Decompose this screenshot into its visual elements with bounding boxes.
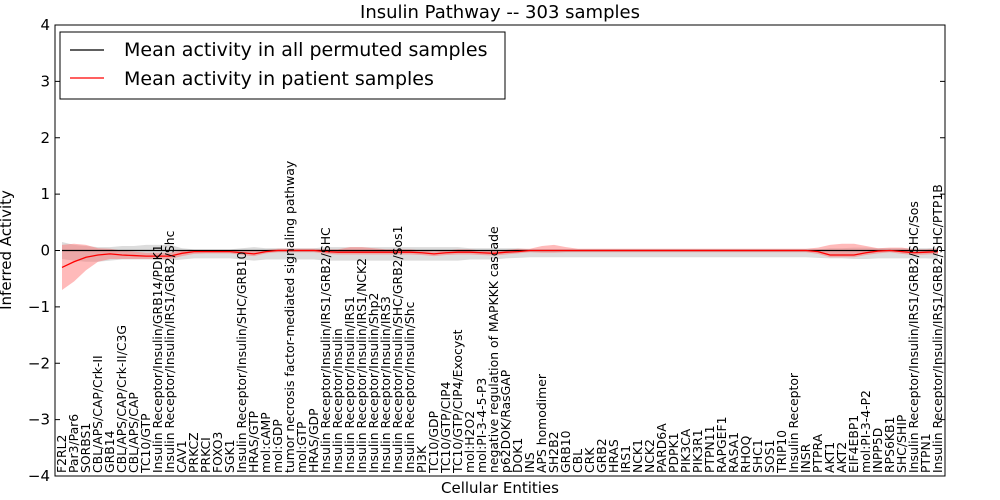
x-axis-category-labels: F2RL2Par3/Par6SORBS1CBL/APS/CAP/Crk-IIGR… xyxy=(54,161,945,474)
y-axis: −4 −3 −2 −1 0 1 2 3 4 xyxy=(28,16,945,485)
x-category-label: Insulin Receptor/Insulin/IRS1/NCK2 xyxy=(354,258,369,473)
chart-title: Insulin Pathway -- 303 samples xyxy=(360,2,640,23)
y-tick-label: 0 xyxy=(40,242,50,260)
x-category-label: DOK1 xyxy=(510,438,525,473)
x-category-label: TC10/GDP xyxy=(426,410,441,474)
x-category-label: CBL/APS/CAP/Crk-II/C3G xyxy=(114,325,129,473)
y-tick-label: 1 xyxy=(40,185,50,203)
x-category-label: SHC1 xyxy=(750,439,765,473)
x-category-label: Insulin Receptor/Insulin/SHC/GRB2/Sos1 xyxy=(390,226,405,473)
x-category-label: PTPRA xyxy=(810,433,825,473)
x-category-label: INS xyxy=(522,452,537,473)
x-category-label: RAPGEF1 xyxy=(714,417,729,474)
x-category-label: TC10/GTP/CIP4 xyxy=(438,381,453,474)
x-category-label: INPP5D xyxy=(870,428,885,473)
x-category-label: PRKCZ xyxy=(186,432,201,473)
x-category-label: RPS6KB1 xyxy=(882,417,897,473)
y-tick-label: −4 xyxy=(28,467,50,485)
x-category-label: FOXO3 xyxy=(210,432,225,473)
y-tick-label: −2 xyxy=(28,354,50,372)
x-category-label: GRB10 xyxy=(558,430,573,473)
x-category-label: RHOQ xyxy=(738,435,753,473)
x-category-label: PTPN1 xyxy=(918,433,933,473)
x-category-label: Insulin Receptor/Insulin/IRS1/GRB2/SHC/P… xyxy=(930,184,945,473)
x-category-label: TC10/GTP xyxy=(138,413,153,474)
x-category-label: mol:PI-3-4-P2 xyxy=(858,390,873,473)
x-category-label: Insulin Receptor/Insulin/IRS1/GRB2/SHC xyxy=(318,227,333,473)
x-category-label: INSR xyxy=(798,443,813,473)
x-category-label: Insulin Receptor/Insulin xyxy=(330,328,345,473)
x-category-label: TRIP10 xyxy=(774,430,789,474)
x-category-label: Insulin Receptor/Insulin/Shc xyxy=(402,301,417,473)
x-category-label: PIK3R1 xyxy=(690,429,705,473)
x-category-label: Insulin Receptor/Insulin/IRS3 xyxy=(378,296,393,473)
x-category-label: NCK2 xyxy=(642,439,657,473)
x-category-label: Par3/Par6 xyxy=(66,414,81,473)
x-category-label: PARD6A xyxy=(654,423,669,473)
x-category-label: mol:H2O2 xyxy=(462,411,477,473)
x-category-label: F2RL2 xyxy=(54,435,69,473)
x-category-label: PRKCI xyxy=(198,437,213,473)
x-category-label: HRAS/GTP xyxy=(246,410,261,473)
x-category-label: Insulin Receptor xyxy=(786,372,801,473)
x-category-label: mol:GTP xyxy=(294,421,309,473)
x-category-label: Insulin Receptor/Insulin/IRS1 xyxy=(342,296,357,473)
x-category-label: CBL xyxy=(570,449,585,473)
x-category-label: GRB14 xyxy=(102,430,117,473)
x-category-label: mol:PI-3-4-5-P3 xyxy=(474,378,489,473)
patient-mean-line xyxy=(61,249,939,268)
x-category-label: SH2B2 xyxy=(546,432,561,473)
legend-box xyxy=(59,31,506,100)
permuted-band xyxy=(62,242,938,262)
x-category-label: mol:GDP xyxy=(270,419,285,473)
y-tick-label: −1 xyxy=(28,298,50,316)
x-category-label: Insulin Receptor/Insulin/GRB14/PDK1 xyxy=(150,244,165,473)
x-category-label: SHC/SHIP xyxy=(894,414,909,473)
x-category-label: NCK1 xyxy=(630,439,645,473)
x-category-label: SOS1 xyxy=(762,440,777,473)
y-tick-label: 4 xyxy=(40,16,50,34)
x-category-label: CBL/APS/CAP xyxy=(126,392,141,473)
x-category-label: HRAS/GDP xyxy=(306,408,321,473)
x-category-label: AKT2 xyxy=(834,442,849,473)
x-category-label: Insulin Receptor/Insulin/IRS1/GRB2/Shc xyxy=(162,230,177,473)
x-axis-title: Cellular Entities xyxy=(441,479,559,497)
x-category-label: CBL/APS/CAP/Crk-II xyxy=(90,355,105,473)
x-category-label: mol:cAMP xyxy=(258,412,273,473)
x-category-label: SORBS1 xyxy=(78,423,93,473)
x-category-label: negative regulation of MAPKKK cascade xyxy=(486,226,501,473)
y-tick-label: 2 xyxy=(40,129,50,147)
x-category-label: Insulin Receptor/Insulin/SHC/GRB10 xyxy=(234,251,249,473)
y-tick-label: −3 xyxy=(28,411,50,429)
x-category-label: RASA1 xyxy=(726,432,741,473)
legend-label-patient: Mean activity in patient samples xyxy=(124,68,434,90)
x-category-label: PI3K xyxy=(414,445,429,473)
x-category-label: PTPN11 xyxy=(702,425,717,473)
series-lines xyxy=(55,249,945,268)
y-tick-label: 3 xyxy=(40,72,50,90)
x-category-label: AKT1 xyxy=(822,442,837,473)
legend: Mean activity in all permuted samples Me… xyxy=(59,31,506,100)
x-category-label: PIK3CA xyxy=(678,428,693,473)
x-category-label: Insulin Receptor/Insulin/IRS1/GRB2/SHC/S… xyxy=(906,201,921,473)
x-category-label: HRAS xyxy=(606,439,621,473)
x-category-label: p62DOK/RasGAP xyxy=(498,369,513,473)
x-category-label: GRB2 xyxy=(594,438,609,473)
legend-label-permuted: Mean activity in all permuted samples xyxy=(124,39,487,61)
x-category-label: Insulin Receptor/Insulin/Shp2 xyxy=(366,293,381,473)
y-axis-title: Inferred Activity xyxy=(0,190,15,310)
x-category-label: tumor necrosis factor-mediated signaling… xyxy=(282,161,297,473)
x-category-label: TC10/GTP/CIP4/Exocyst xyxy=(450,329,465,474)
x-category-label: SGK1 xyxy=(222,440,237,473)
x-category-label: CRK xyxy=(582,447,597,473)
x-category-label: APS homodimer xyxy=(534,373,549,473)
x-category-label: PDPK1 xyxy=(666,433,681,474)
x-category-label: CAV1 xyxy=(174,440,189,473)
x-category-label: IRS1 xyxy=(618,445,633,473)
x-category-label: EIF4EBP1 xyxy=(846,415,861,473)
